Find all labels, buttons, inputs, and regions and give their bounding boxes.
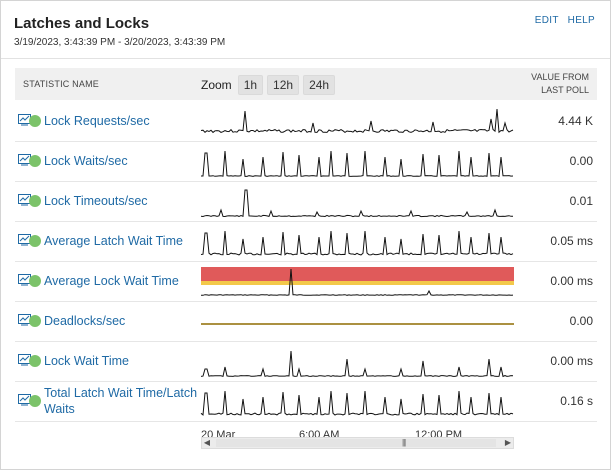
stat-row-lock-wait-time: Lock Wait Time 0.00 ms xyxy=(15,341,597,382)
edit-link[interactable]: EDIT xyxy=(534,15,559,26)
sparkline-series xyxy=(200,108,514,134)
stat-value: 0.16 s xyxy=(560,394,593,408)
zoom-24h-button[interactable]: 24h xyxy=(303,75,336,95)
sparkline-chart[interactable] xyxy=(200,265,514,297)
status-up-icon xyxy=(29,155,41,167)
zoom-controls: Zoom 1h 12h 24h xyxy=(201,75,339,95)
zoom-12h-button[interactable]: 12h xyxy=(267,75,300,95)
scroll-grip-icon: ||| xyxy=(402,438,406,447)
stat-name-link[interactable]: Lock Wait Time xyxy=(44,354,129,368)
stat-value: 4.44 K xyxy=(558,114,593,128)
panel-title: Latches and Locks xyxy=(14,15,150,32)
stat-name-link[interactable]: Lock Requests/sec xyxy=(44,114,150,128)
stat-value: 0.00 ms xyxy=(550,354,593,368)
sparkline-chart[interactable] xyxy=(200,385,514,417)
stat-row-average-lock-wait-time: Average Lock Wait Time 0.00 ms xyxy=(15,261,597,302)
stat-row-lock-requests: Lock Requests/sec 4.44 K xyxy=(15,101,597,142)
sparkline-series xyxy=(200,230,514,256)
stat-name-link[interactable]: Lock Timeouts/sec xyxy=(44,194,148,208)
status-up-icon xyxy=(29,115,41,127)
status-up-icon xyxy=(29,195,41,207)
stat-row-lock-waits: Lock Waits/sec 0.00 xyxy=(15,141,597,182)
stat-value: 0.01 xyxy=(569,194,593,208)
sparkline-chart[interactable] xyxy=(201,305,514,337)
panel-links: EDIT HELP xyxy=(529,15,595,26)
zoom-label: Zoom xyxy=(201,78,232,92)
scroll-right-icon[interactable]: ▶ xyxy=(504,438,512,447)
zoom-1h-button[interactable]: 1h xyxy=(237,75,264,95)
sparkline-chart[interactable] xyxy=(200,225,514,257)
table-header: STATISTIC NAME Zoom 1h 12h 24h VALUE FRO… xyxy=(15,68,597,100)
value-header-line2: LAST POLL xyxy=(541,85,589,95)
header-divider xyxy=(1,58,610,59)
sparkline-chart[interactable] xyxy=(200,105,514,137)
help-link[interactable]: HELP xyxy=(567,15,595,26)
scroll-thumb[interactable] xyxy=(216,439,496,447)
timeline-navigator: 20 Mar 6:00 AM 12:00 PM ◀ ||| ▶ xyxy=(201,429,514,451)
stat-value: 0.00 ms xyxy=(550,274,593,288)
sparkline-series xyxy=(200,189,514,218)
status-up-icon xyxy=(29,355,41,367)
status-up-icon xyxy=(29,395,41,407)
stat-name-link[interactable]: Deadlocks/sec xyxy=(44,314,126,328)
scroll-left-icon[interactable]: ◀ xyxy=(203,438,211,447)
status-up-icon xyxy=(29,275,41,287)
sparkline-series xyxy=(201,150,514,178)
stat-row-deadlocks: Deadlocks/sec 0.00 xyxy=(15,301,597,342)
warning-threshold-band xyxy=(201,281,514,285)
critical-threshold-band xyxy=(201,267,514,281)
stat-row-total-latch-wait-time: Total Latch Wait Time/Latch Waits 0.16 s xyxy=(15,381,597,422)
status-up-icon xyxy=(29,235,41,247)
sparkline-chart[interactable] xyxy=(200,345,514,378)
stat-name-link[interactable]: Lock Waits/sec xyxy=(44,154,128,168)
statistic-name-header: STATISTIC NAME xyxy=(23,79,99,89)
stat-name-link[interactable]: Average Latch Wait Time xyxy=(44,234,183,248)
value-header: VALUE FROM LAST POLL xyxy=(531,71,589,97)
sparkline-series xyxy=(200,268,514,296)
stat-value: 0.00 xyxy=(569,154,593,168)
stat-name-link[interactable]: Total Latch Wait Time/Latch Waits xyxy=(44,386,198,416)
stat-row-lock-timeouts: Lock Timeouts/sec 0.01 xyxy=(15,181,597,222)
sparkline-chart[interactable] xyxy=(200,185,514,218)
stat-row-average-latch-wait-time: Average Latch Wait Time 0.05 ms xyxy=(15,221,597,262)
sparkline-series xyxy=(200,350,514,378)
sparkline-chart[interactable] xyxy=(201,145,514,178)
status-up-icon xyxy=(29,315,41,327)
sparkline-series xyxy=(200,390,514,416)
stat-value: 0.00 xyxy=(569,314,593,328)
date-range: 3/19/2023, 3:43:39 PM - 3/20/2023, 3:43:… xyxy=(14,37,226,48)
timeline-scrollbar[interactable]: ◀ ||| ▶ xyxy=(201,437,514,449)
value-header-line1: VALUE FROM xyxy=(531,72,589,82)
stat-value: 0.05 ms xyxy=(550,234,593,248)
stat-name-link[interactable]: Average Lock Wait Time xyxy=(44,274,179,288)
